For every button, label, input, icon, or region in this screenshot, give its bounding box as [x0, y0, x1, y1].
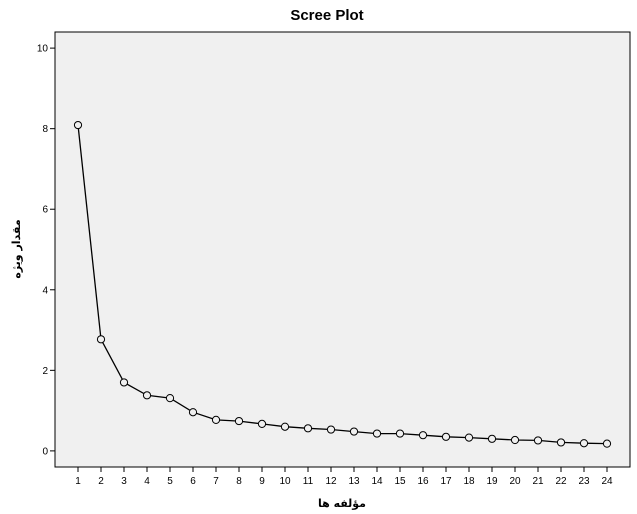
data-point — [326, 425, 336, 434]
x-tick-label: 5 — [167, 476, 173, 487]
data-point — [188, 408, 198, 417]
x-tick-label: 13 — [348, 476, 360, 487]
x-tick-label: 1 — [75, 476, 81, 487]
x-tick-label: 16 — [417, 476, 429, 487]
x-tick-label: 22 — [555, 476, 567, 487]
x-tick-label: 10 — [279, 476, 291, 487]
x-tick-label: 7 — [213, 476, 219, 487]
data-point — [418, 431, 428, 440]
x-tick-label: 24 — [601, 476, 613, 487]
y-tick-label: 6 — [42, 205, 48, 216]
x-tick-label: 14 — [371, 476, 383, 487]
data-points — [73, 120, 612, 448]
y-tick-label: 2 — [42, 366, 48, 377]
data-point — [303, 424, 313, 433]
data-point — [602, 439, 612, 448]
y-tick-label: 0 — [42, 446, 48, 457]
x-tick-label: 15 — [394, 476, 406, 487]
x-tick-label: 3 — [121, 476, 127, 487]
x-tick-label: 18 — [463, 476, 475, 487]
x-axis-label: مؤلفه ها — [318, 497, 366, 510]
data-point — [395, 429, 405, 438]
data-point — [441, 432, 451, 441]
x-tick-label: 12 — [325, 476, 337, 487]
x-tick-label: 2 — [98, 476, 104, 487]
x-tick-label: 19 — [486, 476, 498, 487]
data-point — [510, 435, 520, 445]
x-tick-label: 6 — [190, 476, 196, 487]
data-point — [257, 419, 267, 429]
data-point — [96, 335, 106, 344]
y-axis: 0 2 4 6 8 10 — [37, 44, 55, 457]
x-tick-label: 23 — [578, 476, 590, 487]
data-point — [234, 416, 244, 426]
data-point — [349, 427, 359, 436]
y-axis-label: مقدار ویژه — [10, 219, 23, 278]
data-point — [556, 438, 566, 447]
data-point — [372, 429, 382, 438]
y-tick-label: 10 — [37, 44, 49, 55]
data-point — [142, 391, 152, 400]
data-point — [165, 394, 175, 403]
x-tick-label: 11 — [303, 476, 314, 487]
data-point — [119, 378, 129, 387]
data-point — [73, 120, 83, 130]
data-point — [280, 422, 290, 431]
data-point — [211, 415, 221, 424]
y-tick-label: 8 — [42, 124, 48, 135]
y-tick-label: 4 — [42, 285, 48, 296]
plot-area — [54, 31, 631, 468]
data-point — [464, 433, 474, 442]
data-point — [579, 439, 589, 448]
x-tick-label: 20 — [509, 476, 521, 487]
data-point — [533, 436, 543, 445]
x-tick-label: 9 — [259, 476, 265, 487]
x-axis: 1 2 3 4 5 6 7 8 9 10 11 12 13 14 15 16 17 18 19 20 21 22 23 24 — [75, 467, 613, 487]
x-tick-label: 4 — [144, 476, 150, 487]
chart-title: Scree Plot — [290, 7, 363, 24]
x-tick-label: 17 — [440, 476, 452, 487]
x-tick-label: 21 — [532, 476, 544, 487]
data-point — [487, 434, 497, 443]
x-tick-label: 8 — [236, 476, 242, 487]
